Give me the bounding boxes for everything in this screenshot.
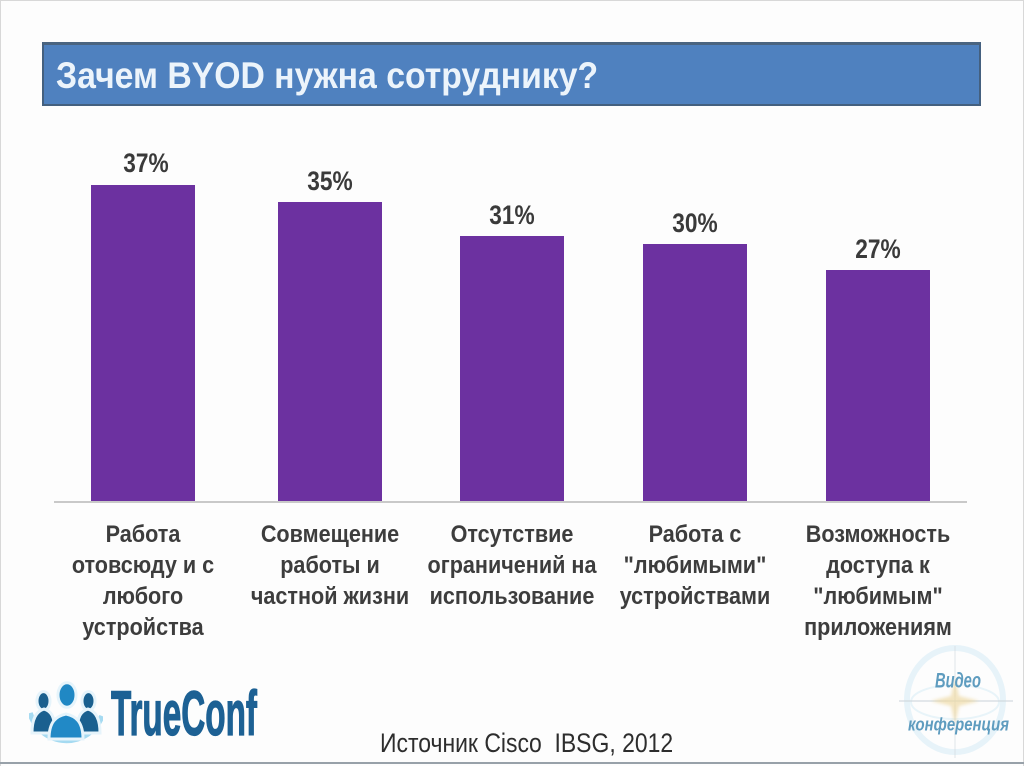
svg-text:TrueConf: TrueConf (111, 684, 258, 746)
svg-text:Видео: Видео (935, 670, 981, 693)
svg-text:конференция: конференция (908, 715, 1009, 735)
